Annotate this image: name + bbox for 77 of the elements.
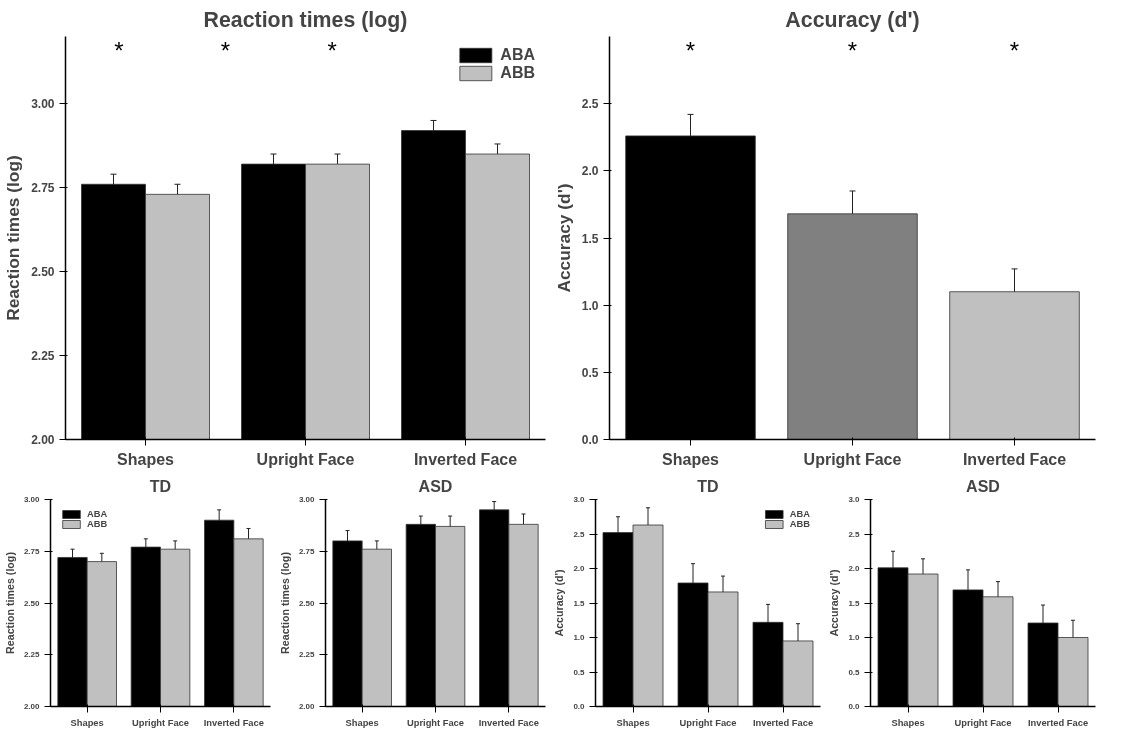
- y-tick-label: 2.5: [848, 529, 861, 539]
- y-tick-label: 2.25: [298, 650, 316, 660]
- x-tick-label: Inverted Face: [478, 717, 539, 728]
- y-tick-label: 3.0: [573, 495, 586, 504]
- y-tick-label: 1.0: [848, 633, 861, 642]
- y-axis-title: Accuracy (d'): [828, 569, 841, 637]
- y-tick-label: 0.0: [848, 702, 861, 711]
- x-tick-label: Shapes: [616, 717, 650, 728]
- y-tick-label: 2.0: [573, 564, 586, 573]
- y-tick-label: 2.75: [23, 546, 41, 556]
- x-tick-label: Shapes: [345, 717, 379, 728]
- y-tick-label: 0.0: [573, 702, 586, 711]
- x-tick-label: Upright Face: [803, 450, 902, 468]
- y-tick-label: 0.5: [573, 667, 586, 677]
- x-tick-label: Upright Face: [406, 717, 465, 728]
- y-axis-title: Accuracy (d'): [553, 183, 574, 293]
- y-tick-label: 2.25: [23, 650, 41, 660]
- y-tick-label: 3.00: [31, 97, 55, 112]
- annotation: *: [114, 36, 124, 64]
- chart-title: TD: [697, 477, 719, 495]
- y-tick-label: 1.0: [573, 633, 586, 642]
- chart-title: ASD: [966, 477, 1000, 495]
- y-tick-label: 2.0: [581, 164, 599, 179]
- legend-label: ABB: [500, 64, 535, 82]
- y-tick-label: 2.0: [848, 564, 861, 573]
- y-tick-label: 0.0: [581, 433, 599, 447]
- y-tick-label: 1.5: [848, 598, 861, 608]
- chart-title: Reaction times (log): [203, 7, 408, 32]
- chart-title: TD: [149, 477, 172, 495]
- legend-label: ABB: [789, 519, 810, 529]
- y-tick-label: 2.75: [31, 181, 55, 196]
- y-tick-label: 2.75: [298, 546, 316, 556]
- chart-title: ASD: [418, 477, 453, 495]
- y-tick-label: 3.00: [23, 495, 41, 504]
- annotation: *: [327, 36, 337, 64]
- y-tick-label: 3.0: [848, 495, 861, 504]
- x-tick-label: Inverted Face: [962, 450, 1067, 468]
- y-axis-title: Reaction times (log): [278, 551, 291, 654]
- x-tick-label: Shapes: [662, 450, 720, 468]
- y-tick-label: 0.5: [581, 365, 599, 380]
- y-tick-label: 1.5: [573, 598, 586, 608]
- y-tick-label: 3.00: [298, 495, 316, 504]
- annotation: *: [1009, 36, 1020, 64]
- x-tick-label: Shapes: [70, 717, 104, 728]
- legend-label: ABA: [500, 46, 535, 64]
- x-tick-label: Upright Face: [131, 717, 190, 728]
- x-tick-label: Inverted Face: [1027, 717, 1089, 728]
- y-tick-label: 2.25: [31, 349, 55, 364]
- y-tick-label: 1.0: [581, 298, 599, 313]
- x-tick-label: Upright Face: [679, 717, 737, 728]
- y-axis-title: Accuracy (d'): [553, 569, 566, 637]
- y-tick-label: 2.00: [31, 433, 55, 447]
- x-tick-label: Shapes: [891, 717, 925, 728]
- y-tick-label: 2.5: [573, 529, 586, 539]
- annotation: *: [220, 36, 231, 64]
- y-tick-label: 1.5: [581, 231, 599, 246]
- annotation: *: [847, 36, 858, 64]
- x-tick-label: Upright Face: [256, 450, 355, 468]
- y-tick-label: 2.50: [31, 265, 55, 280]
- y-tick-label: 2.00: [23, 702, 41, 711]
- x-tick-label: Inverted Face: [203, 717, 264, 728]
- x-tick-label: Upright Face: [954, 717, 1012, 728]
- x-tick-label: Inverted Face: [413, 450, 518, 468]
- y-tick-label: 2.5: [581, 97, 599, 112]
- y-axis-title: Reaction times (log): [3, 551, 16, 654]
- y-tick-label: 2.50: [23, 598, 41, 608]
- y-tick-label: 2.00: [298, 702, 316, 711]
- y-tick-label: 2.50: [298, 598, 316, 608]
- y-axis-title: Reaction times (log): [3, 155, 24, 321]
- annotation: *: [685, 36, 696, 64]
- chart-title: Accuracy (d'): [785, 7, 920, 32]
- x-tick-label: Inverted Face: [752, 717, 814, 728]
- y-tick-label: 0.5: [848, 667, 861, 677]
- x-tick-label: Shapes: [117, 450, 175, 468]
- legend-label: ABA: [789, 509, 810, 519]
- legend-label: ABB: [87, 519, 108, 529]
- legend-label: ABA: [87, 509, 108, 519]
